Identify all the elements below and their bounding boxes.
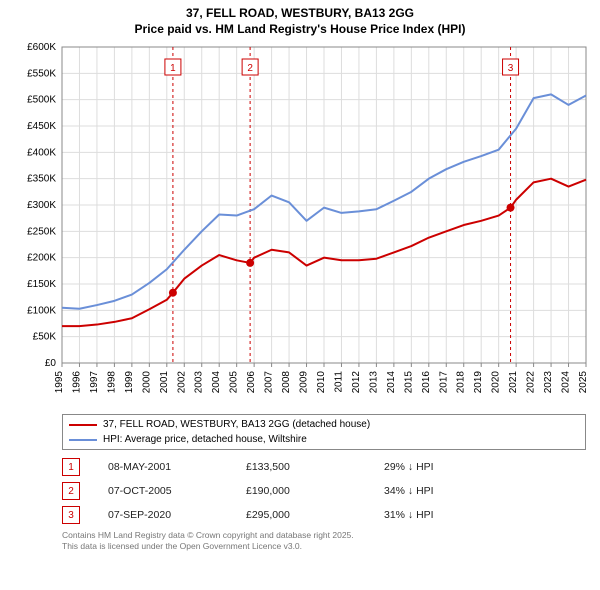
svg-text:2001: 2001 [159,371,170,394]
svg-text:2025: 2025 [578,371,589,394]
svg-text:2024: 2024 [561,371,572,394]
svg-text:2016: 2016 [421,371,432,394]
chart-title: 37, FELL ROAD, WESTBURY, BA13 2GG Price … [0,0,600,37]
event-marker-box: 1 [62,458,80,476]
event-row: 2 07-OCT-2005 £190,000 34% ↓ HPI [62,482,586,500]
svg-text:1996: 1996 [71,371,82,394]
svg-text:2000: 2000 [141,371,152,394]
svg-text:1995: 1995 [54,371,65,394]
event-price: £133,500 [246,461,356,473]
svg-text:1998: 1998 [106,371,117,394]
svg-text:2007: 2007 [264,371,275,394]
legend-item: HPI: Average price, detached house, Wilt… [69,432,579,447]
svg-text:2021: 2021 [508,371,519,394]
footer-line1: Contains HM Land Registry data © Crown c… [62,530,586,541]
title-line2: Price paid vs. HM Land Registry's House … [0,22,600,38]
svg-text:2023: 2023 [543,371,554,394]
events-table: 1 08-MAY-2001 £133,500 29% ↓ HPI 2 07-OC… [62,458,586,524]
svg-text:£400K: £400K [27,148,56,159]
svg-text:£0: £0 [45,358,57,369]
svg-text:2009: 2009 [299,371,310,394]
event-delta: 29% ↓ HPI [384,461,494,473]
footer: Contains HM Land Registry data © Crown c… [62,530,586,551]
event-date: 08-MAY-2001 [108,461,218,473]
svg-text:2003: 2003 [194,371,205,394]
svg-text:2014: 2014 [386,371,397,394]
svg-text:1997: 1997 [89,371,100,394]
svg-text:2002: 2002 [176,371,187,394]
svg-text:£450K: £450K [27,121,56,132]
svg-text:£550K: £550K [27,69,56,80]
chart-svg: £0 £50K £100K £150K £200K £250K £300K £350K £400… [0,43,600,405]
svg-text:£250K: £250K [27,227,56,238]
svg-text:2017: 2017 [438,371,449,394]
svg-text:2013: 2013 [368,371,379,394]
svg-text:2006: 2006 [246,371,257,394]
legend-swatch [69,439,97,441]
svg-text:£50K: £50K [33,332,57,343]
svg-text:£150K: £150K [27,279,56,290]
svg-text:3: 3 [508,63,514,74]
svg-text:2019: 2019 [473,371,484,394]
svg-text:£200K: £200K [27,253,56,264]
svg-text:£600K: £600K [27,43,56,53]
footer-line2: This data is licensed under the Open Gov… [62,541,586,552]
svg-text:1: 1 [170,63,176,74]
event-row: 1 08-MAY-2001 £133,500 29% ↓ HPI [62,458,586,476]
svg-text:2012: 2012 [351,371,362,394]
svg-text:2022: 2022 [526,371,537,394]
svg-text:£300K: £300K [27,200,56,211]
svg-text:2: 2 [247,63,253,74]
svg-text:2011: 2011 [333,371,344,393]
chart: £0 £50K £100K £150K £200K £250K £300K £350K £400… [0,43,600,410]
event-date: 07-OCT-2005 [108,485,218,497]
legend-item: 37, FELL ROAD, WESTBURY, BA13 2GG (detac… [69,417,579,432]
event-marker-box: 3 [62,506,80,524]
svg-text:2018: 2018 [456,371,467,394]
svg-text:2015: 2015 [403,371,414,394]
event-date: 07-SEP-2020 [108,509,218,521]
event-delta: 31% ↓ HPI [384,509,494,521]
svg-text:£350K: £350K [27,174,56,185]
event-row: 3 07-SEP-2020 £295,000 31% ↓ HPI [62,506,586,524]
svg-text:1999: 1999 [124,371,135,394]
legend-label: HPI: Average price, detached house, Wilt… [103,432,307,447]
svg-text:£500K: £500K [27,95,56,106]
event-delta: 34% ↓ HPI [384,485,494,497]
event-marker-box: 2 [62,482,80,500]
svg-text:2004: 2004 [211,371,222,394]
svg-text:2020: 2020 [491,371,502,394]
event-price: £190,000 [246,485,356,497]
svg-text:2008: 2008 [281,371,292,394]
svg-text:2010: 2010 [316,371,327,394]
title-line1: 37, FELL ROAD, WESTBURY, BA13 2GG [0,6,600,22]
legend-swatch [69,424,97,426]
legend-label: 37, FELL ROAD, WESTBURY, BA13 2GG (detac… [103,417,370,432]
svg-text:2005: 2005 [229,371,240,394]
legend: 37, FELL ROAD, WESTBURY, BA13 2GG (detac… [62,414,586,450]
event-price: £295,000 [246,509,356,521]
svg-text:£100K: £100K [27,306,56,317]
